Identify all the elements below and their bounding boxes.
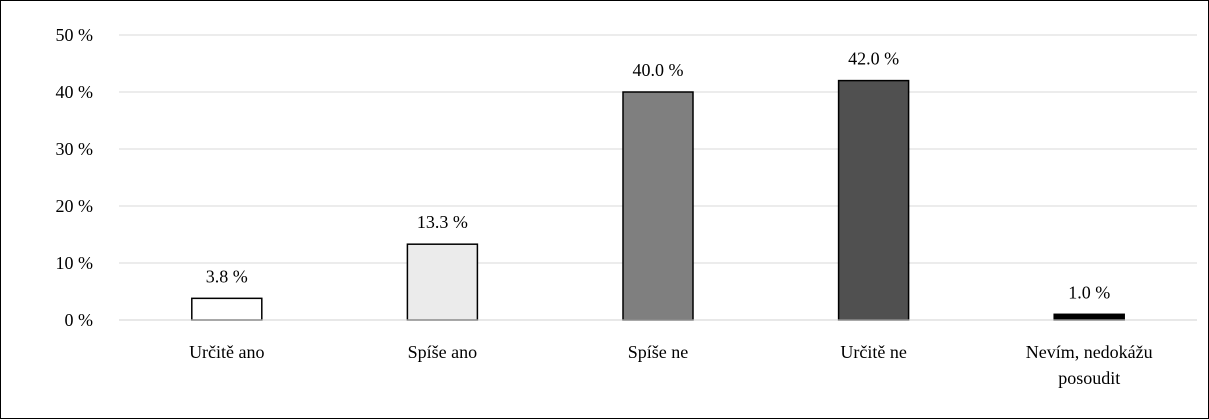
bar xyxy=(622,91,694,321)
data-label: 42.0 % xyxy=(848,49,899,69)
bar xyxy=(1053,313,1125,321)
category-label: Spíše ano xyxy=(408,342,478,362)
data-labels: 3.8 % 13.3 % 40.0 % 42.0 % 1.0 % xyxy=(206,49,1110,303)
y-tick-label: 50 % xyxy=(56,25,94,45)
category-label: Určitě ano xyxy=(189,342,264,362)
y-tick-label: 40 % xyxy=(56,82,94,102)
y-tick-label: 10 % xyxy=(56,253,94,273)
y-tick-label: 30 % xyxy=(56,139,94,159)
category-label: Nevím, nedokážu xyxy=(1026,342,1153,362)
category-label: Určitě ne xyxy=(840,342,906,362)
bar xyxy=(406,243,479,321)
y-axis-ticks: 0 % 10 % 20 % 30 % 40 % 50 % xyxy=(56,25,94,330)
bar xyxy=(191,297,263,321)
data-label: 13.3 % xyxy=(417,212,468,232)
bars xyxy=(191,79,1125,321)
data-label: 3.8 % xyxy=(206,266,248,286)
data-label: 1.0 % xyxy=(1068,282,1110,302)
category-label: Spíše ne xyxy=(628,342,689,362)
y-tick-label: 20 % xyxy=(56,196,94,216)
data-label: 40.0 % xyxy=(633,60,684,80)
category-label: posoudit xyxy=(1058,368,1120,388)
y-tick-label: 0 % xyxy=(65,310,94,330)
category-labels: Určitě ano Spíše ano Spíše ne Určitě ne Neví… xyxy=(189,342,1153,388)
bar xyxy=(837,79,910,321)
